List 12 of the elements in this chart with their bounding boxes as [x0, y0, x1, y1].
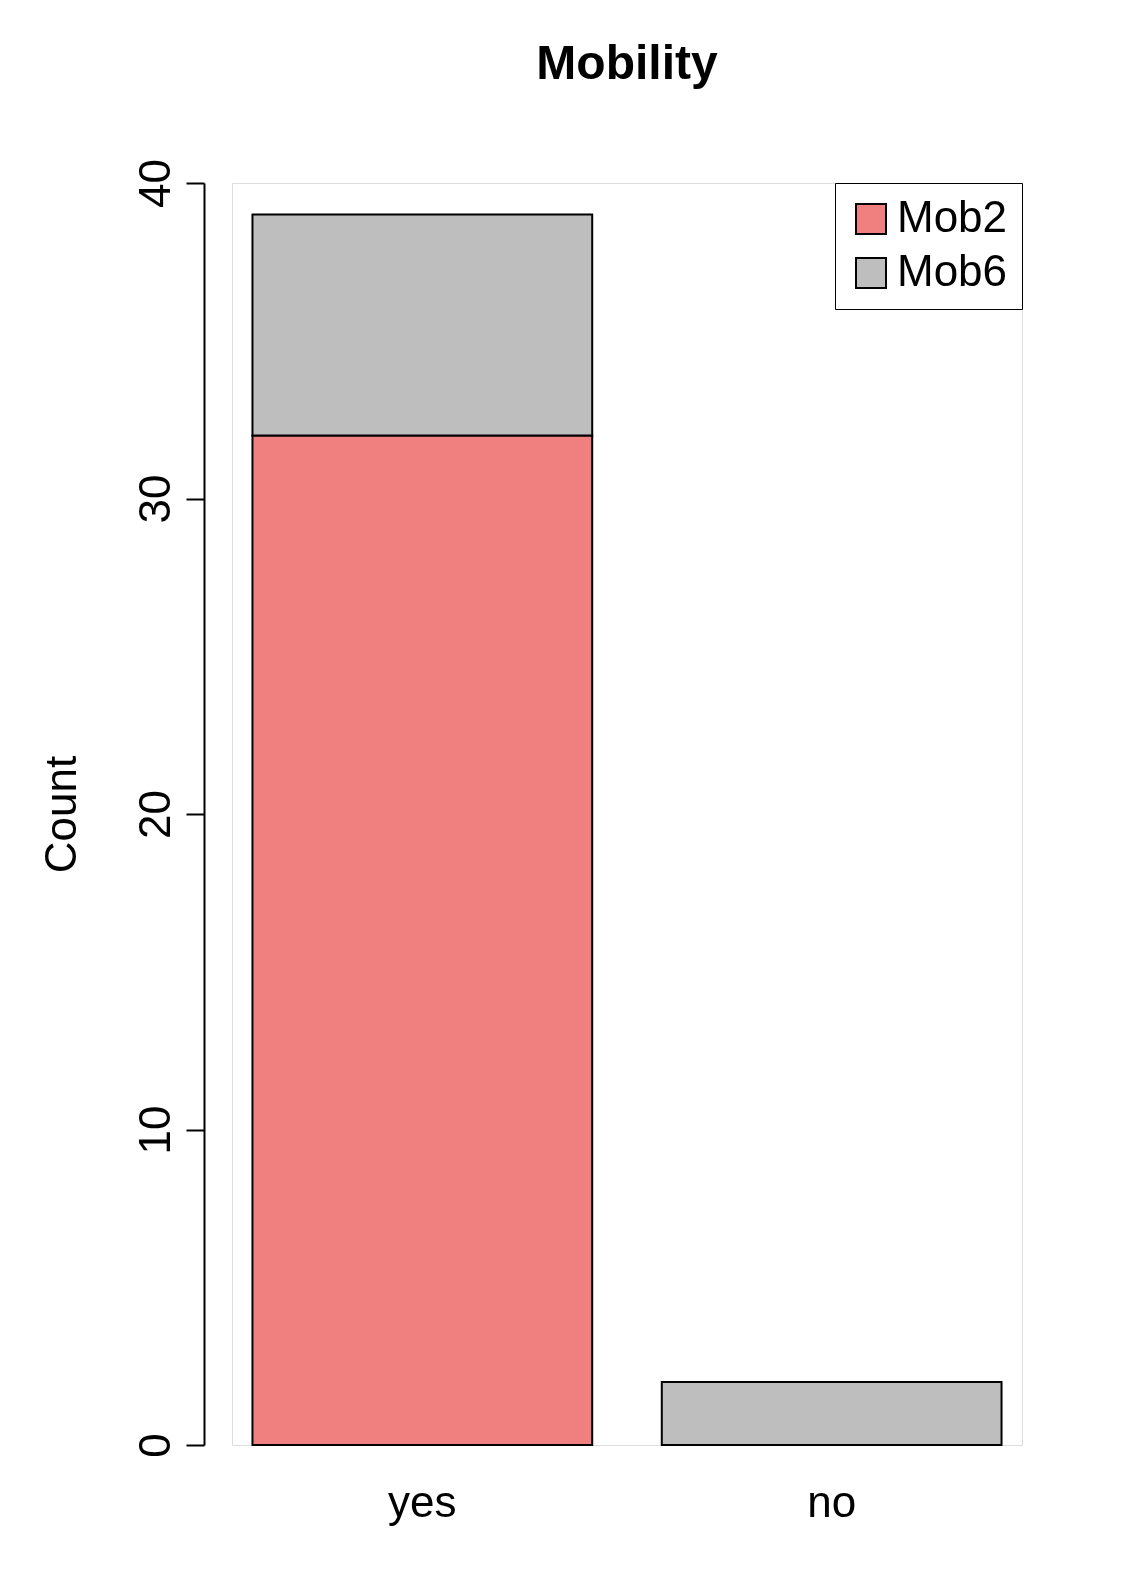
y-tick-label: 20: [129, 790, 179, 839]
y-tick-label: 10: [129, 1105, 179, 1155]
legend-label: Mob6: [897, 246, 1008, 295]
y-tick-label: 0: [129, 1433, 179, 1458]
y-tick-label: 40: [129, 159, 179, 208]
y-axis-title: Count: [35, 755, 85, 874]
x-tick-label: yes: [388, 1476, 457, 1526]
x-tick-label: no: [807, 1476, 857, 1526]
bar: [660, 1380, 1003, 1446]
chart-title: Mobility: [536, 35, 718, 89]
y-tick-label: 30: [129, 474, 179, 524]
legend-label: Mob2: [897, 192, 1008, 241]
